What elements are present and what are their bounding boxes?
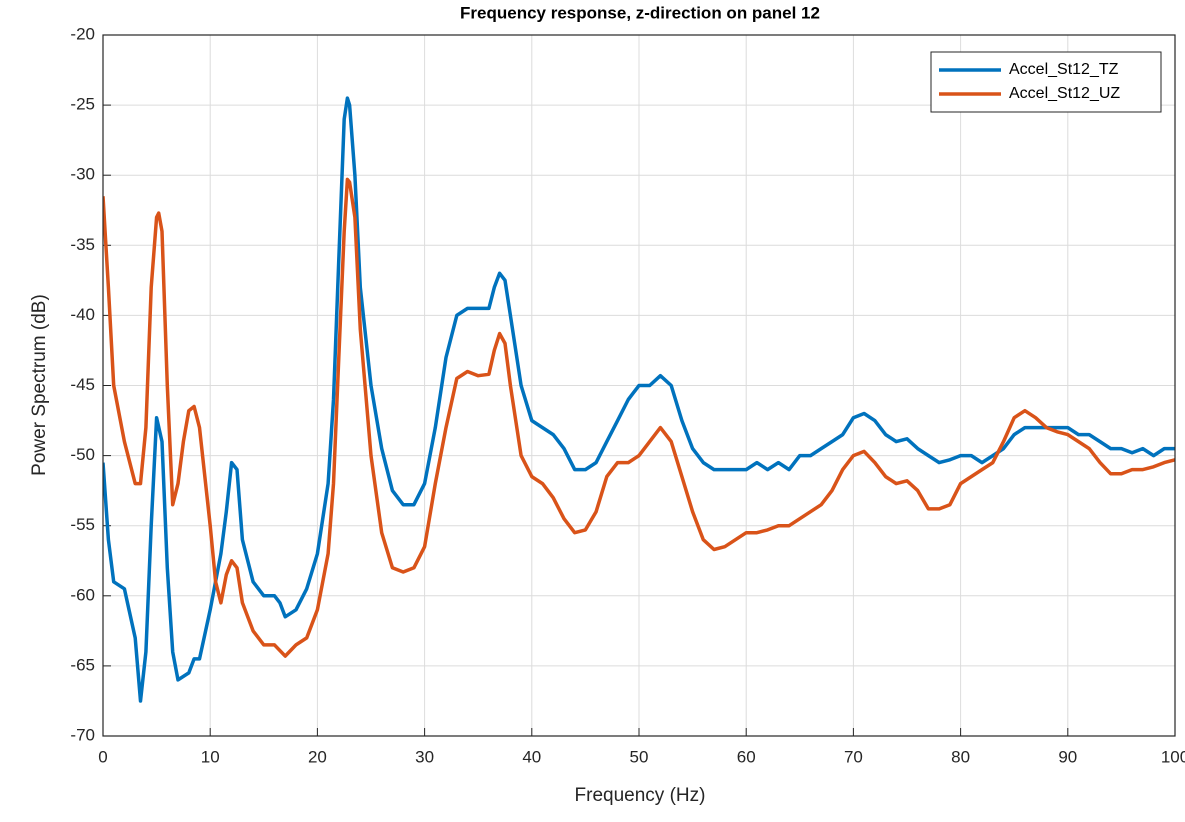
y-tick-label: -40 [70, 305, 95, 324]
y-tick-label: -65 [70, 655, 95, 674]
y-tick-label: -20 [70, 24, 95, 43]
x-axis-label: Frequency (Hz) [575, 785, 706, 806]
x-tick-label: 100 [1161, 747, 1185, 766]
x-tick-label: 50 [630, 747, 649, 766]
series-line [103, 177, 1175, 658]
legend-label: Accel_St12_TZ [1009, 61, 1119, 78]
y-tick-label: -45 [70, 375, 95, 394]
x-tick-label: 20 [308, 747, 327, 766]
y-tick-label: -50 [70, 445, 95, 464]
y-tick-label: -25 [70, 95, 95, 114]
x-tick-label: 60 [737, 747, 756, 766]
x-tick-label: 90 [1058, 747, 1077, 766]
y-axis-label: Power Spectrum (dB) [29, 294, 50, 476]
series-line [103, 96, 1175, 703]
x-tick-label: 10 [201, 747, 220, 766]
x-tick-label: 0 [98, 747, 107, 766]
x-tick-label: 70 [844, 747, 863, 766]
legend-label: Accel_St12_UZ [1009, 85, 1120, 102]
chart-title: Frequency response, z-direction on panel… [460, 3, 820, 22]
axes-box [102, 34, 1176, 737]
y-tick-label: -30 [70, 165, 95, 184]
y-tick-label: -60 [70, 585, 95, 604]
x-tick-label: 40 [522, 747, 541, 766]
x-tick-label: 80 [951, 747, 970, 766]
y-tick-label: -55 [70, 515, 95, 534]
y-tick-label: -35 [70, 235, 95, 254]
y-tick-label: -70 [70, 725, 95, 744]
legend-box [930, 51, 1162, 113]
x-tick-label: 30 [415, 747, 434, 766]
